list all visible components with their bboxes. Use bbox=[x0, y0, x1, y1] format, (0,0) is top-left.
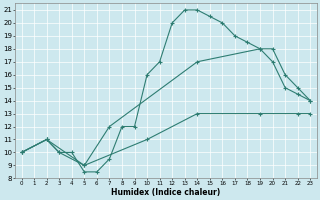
X-axis label: Humidex (Indice chaleur): Humidex (Indice chaleur) bbox=[111, 188, 220, 197]
